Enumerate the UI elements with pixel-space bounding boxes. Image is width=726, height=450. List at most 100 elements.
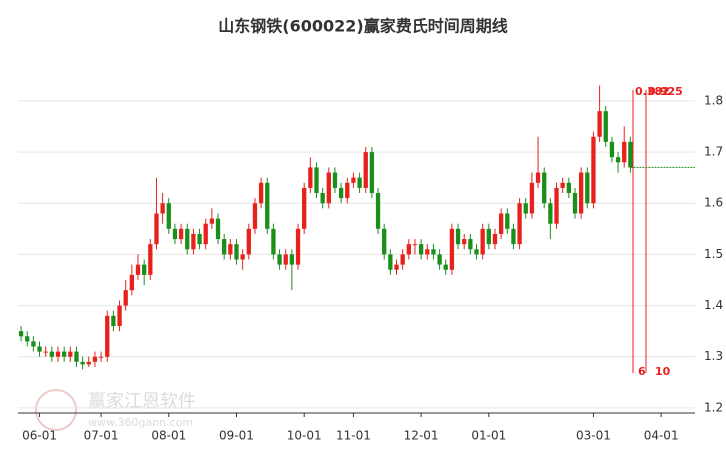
candle-body [425, 249, 430, 255]
candle-body [37, 346, 42, 352]
candle-body [326, 172, 331, 204]
candle-body [517, 203, 522, 245]
candle-body [234, 244, 239, 260]
candle-body [468, 239, 473, 250]
candle-body [129, 274, 135, 291]
watermark-name: 赢家江恩软件 [88, 390, 196, 412]
cycle-label-top: 0.382 [635, 85, 670, 98]
watermark: 赢家江恩软件 www.360gann.com [35, 389, 196, 431]
candle-body [585, 172, 590, 204]
candle-body [609, 141, 615, 158]
candle-body [295, 228, 301, 265]
candle-body [406, 244, 411, 255]
candle-body [302, 187, 307, 229]
candle-body [486, 228, 491, 245]
candle-body [357, 177, 362, 188]
candle-body [431, 249, 436, 255]
candle-body [492, 233, 498, 245]
candle-body [31, 341, 36, 347]
candle-body [68, 351, 73, 357]
candle-body [591, 136, 596, 204]
candle-body [197, 233, 202, 245]
candle-body [628, 141, 633, 168]
candle-body [554, 187, 559, 224]
candle-body [529, 182, 535, 214]
candle-body [148, 244, 153, 275]
candle-body [18, 331, 24, 337]
candle-body [400, 254, 405, 265]
candle-body [240, 254, 245, 260]
candle-body [222, 239, 227, 255]
candle-body [215, 218, 221, 240]
candle-body [615, 157, 621, 163]
cycle-label-top: 0.925 [648, 85, 683, 98]
candle-body [178, 228, 184, 240]
candle-body [289, 254, 295, 265]
candle-body [123, 290, 128, 306]
candle-body [265, 182, 270, 229]
candle-body [117, 305, 122, 327]
candle-body [560, 182, 565, 188]
cycle-label-bottom: 6 [638, 365, 646, 378]
candle-body [86, 361, 91, 365]
candle-body [542, 172, 547, 204]
candle-body [437, 254, 442, 265]
x-tick-label: 12-01 [404, 429, 439, 443]
x-tick-label: 08-01 [151, 429, 186, 443]
candle-body [369, 152, 375, 194]
y-tick-label: 1.7 [704, 145, 723, 159]
x-tick-label: 09-01 [219, 429, 254, 443]
candle-body [511, 228, 516, 245]
candle-body [338, 187, 344, 199]
x-tick-label: 07-01 [84, 429, 119, 443]
candle-body [382, 228, 387, 255]
candle-body [209, 218, 215, 224]
candle-body [320, 193, 325, 204]
candle-body [203, 223, 208, 245]
candle-body [498, 213, 504, 234]
candle-body [443, 264, 448, 270]
candle-body [43, 351, 48, 353]
candle-body [505, 213, 510, 229]
candle-body [55, 351, 61, 357]
y-tick-label: 1.6 [704, 196, 723, 210]
candle-body [252, 203, 258, 229]
candle-body [98, 356, 104, 358]
y-tick-label: 1.2 [704, 400, 723, 414]
candle-body [246, 228, 251, 255]
candle-body [135, 264, 141, 275]
candle-body [271, 228, 276, 255]
candle-body [535, 172, 541, 183]
candle-body [191, 233, 196, 250]
candle-body [314, 167, 319, 194]
candle-body [578, 172, 584, 214]
candle-body [166, 203, 171, 229]
candle-body [74, 351, 79, 362]
candle-body [25, 336, 30, 342]
candle-body [363, 152, 368, 188]
candle-body [277, 254, 282, 265]
candle-body [480, 228, 485, 255]
x-tick-label: 04-01 [644, 429, 679, 443]
candle-body [523, 203, 528, 214]
x-tick-label: 01-01 [471, 429, 506, 443]
candle-body [80, 361, 85, 365]
candle-body [185, 228, 190, 250]
candle-body [603, 111, 608, 142]
x-tick-label: 06-01 [22, 429, 57, 443]
candle-body [92, 356, 98, 362]
watermark-logo [35, 389, 77, 431]
candle-body [548, 203, 553, 224]
candle-body [566, 182, 571, 194]
candle-body [345, 182, 350, 199]
candle-body [394, 264, 399, 270]
candle-body [49, 351, 55, 357]
candle-body [172, 228, 178, 240]
y-tick-label: 1.8 [704, 93, 723, 107]
candle-body [375, 193, 381, 229]
candle-body [228, 244, 233, 255]
x-tick-label: 10-01 [287, 429, 322, 443]
candle-body [111, 315, 116, 327]
candle-body [572, 193, 578, 214]
